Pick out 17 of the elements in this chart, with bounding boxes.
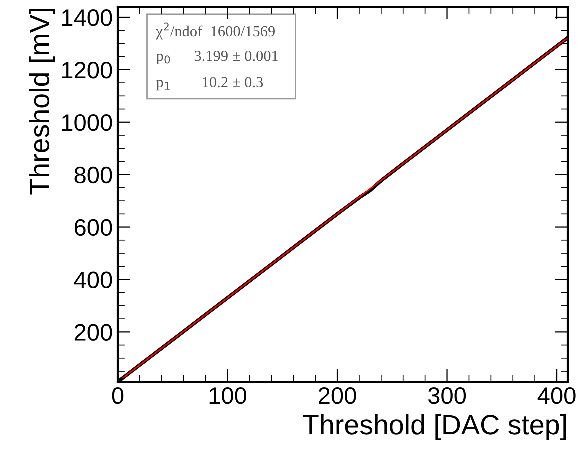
y-tick-label: 600	[74, 219, 112, 236]
x-tick-label: 400	[538, 387, 576, 404]
text: p$_{0}$ 3.199 ± 0.001	[156, 50, 278, 64]
x-axis-title: Threshold [DAC step]	[303, 414, 566, 440]
y-tick-label: 1200	[62, 62, 112, 79]
y-tick-label: 800	[74, 166, 112, 184]
y-tick-label: 200	[74, 324, 112, 341]
annotation: χ$^{2}$/ndof 1600/1569	[156, 22, 276, 40]
x-tick-label: 200	[319, 387, 356, 404]
x-tick-label: 0	[112, 387, 124, 404]
text: p$_{1}$ 10.2 ± 0.3	[156, 77, 264, 91]
y-tick-label: 400	[74, 272, 112, 289]
y-tick-label: 1000	[62, 114, 112, 132]
x-tick-label: 300	[428, 387, 466, 404]
y-tick-label: 1400	[62, 10, 112, 26]
x-tick-label: 100	[210, 387, 247, 404]
y-axis-title: Threshold [mV]	[29, 8, 56, 195]
